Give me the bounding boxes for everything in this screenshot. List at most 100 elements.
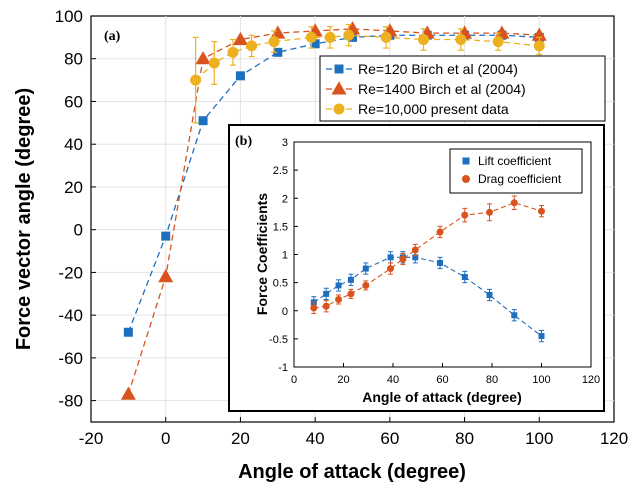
panel-b-data-point <box>310 304 318 312</box>
panel-b-data-point <box>437 259 444 266</box>
panel-a-data-point <box>273 47 283 57</box>
panel-b-x-tick-label: 120 <box>582 374 600 386</box>
panel-a-data-point <box>324 31 336 43</box>
panel-a-y-tick-label: -60 <box>58 349 83 368</box>
panel-b-x-tick-label: 0 <box>291 374 297 386</box>
panel-b-data-point <box>511 312 518 319</box>
panel-a-data-point <box>158 269 174 283</box>
panel-a-x-tick-label: 20 <box>231 429 250 448</box>
panel-a-data-point <box>120 386 136 400</box>
panel-a-y-tick-label: 80 <box>64 50 83 69</box>
panel-b-y-tick-label: -0.5 <box>269 334 288 346</box>
panel-a-y-tick-label: 40 <box>64 135 83 154</box>
panel-a-data-point <box>198 116 208 126</box>
panel-b-data-point <box>322 302 330 310</box>
panel-b-data-point <box>538 333 545 340</box>
panel-b: 0 20 40 60 80 100 120 -1 -0.5 0 0.5 1 1.5 2 2.5 3 (b) A… <box>228 124 605 412</box>
panel-b-data-point <box>347 276 354 283</box>
panel-a-data-point <box>343 29 355 41</box>
panel-b-data-point <box>510 199 518 207</box>
panel-b-x-tick-label: 80 <box>486 374 498 386</box>
panel-b-data-point <box>436 228 444 236</box>
panel-a-x-tick-label: 80 <box>455 429 474 448</box>
panel-a-data-point <box>305 31 317 43</box>
panel-a-y-tick-label: 100 <box>55 7 83 26</box>
panel-a-series <box>120 21 547 400</box>
panel-a-data-point <box>531 27 547 41</box>
panel-a-data-point <box>455 34 467 46</box>
panel-a-x-tick-label: 60 <box>380 429 399 448</box>
panel-b-legend-marker <box>462 157 470 165</box>
panel-a-y-tick-label: 20 <box>64 178 83 197</box>
panel-b-legend-label: Drag coefficient <box>478 172 562 186</box>
panel-b-legend: Lift coefficient Drag coefficient <box>449 148 583 194</box>
panel-a-series-line <box>127 28 540 395</box>
panel-b-x-tick-label: 100 <box>532 374 550 386</box>
panel-a-data-point <box>161 231 171 241</box>
panel-b-y-tick-label: 2.5 <box>273 165 288 177</box>
panel-b-data-point <box>347 290 355 298</box>
panel-a-legend-marker <box>334 64 344 74</box>
panel-a-y-tick-label: -40 <box>58 306 83 325</box>
panel-a-data-point <box>246 40 258 52</box>
panel-b-y-tick-label: 0 <box>282 306 288 318</box>
panel-a-data-point <box>492 36 504 48</box>
panel-a-x-tick-label: 0 <box>161 429 170 448</box>
panel-a-legend-label: Re=10,000 present data <box>358 101 509 117</box>
panel-b-data-point <box>486 208 494 216</box>
panel-b-data-point <box>335 282 342 289</box>
panel-a-y-tick-label: -80 <box>58 392 83 411</box>
panel-a-data-point <box>208 57 220 69</box>
panel-b-data-point <box>387 254 394 261</box>
panel-b-y-tick-label: 3 <box>282 137 288 149</box>
panel-a-y-tick-label: -20 <box>58 263 83 282</box>
panel-b-y-tick-label: -1 <box>278 362 288 374</box>
panel-b-y-tick-label: 0.5 <box>273 278 288 290</box>
panel-a-legend: Re=120 Birch et al (2004) Re=1400 Birch e… <box>319 55 606 122</box>
panel-a-data-point <box>310 39 320 49</box>
panel-b-data-point <box>412 254 419 261</box>
panel-b-x-tick-label: 40 <box>387 374 399 386</box>
panel-a-data-point <box>417 34 429 46</box>
panel-a-data-point <box>227 46 239 58</box>
panel-a-legend-label: Re=120 Birch et al (2004) <box>358 61 518 77</box>
panel-b-data-point <box>538 207 545 215</box>
panel-a-x-tick-label: 100 <box>525 429 553 448</box>
panel-a-legend-marker <box>331 81 347 95</box>
panel-b-data-point <box>387 265 395 273</box>
panel-a-data-point <box>235 71 245 81</box>
panel-b-legend-label: Lift coefficient <box>478 154 552 168</box>
panel-b-ticks: 0 20 40 60 80 100 120 -1 -0.5 0 0.5 1 1.5 2 2.5 3 <box>269 137 600 386</box>
panel-b-label: (b) <box>235 134 252 149</box>
panel-b-x-tick-label: 60 <box>436 374 448 386</box>
panel-b-data-point <box>399 255 407 263</box>
panel-b-y-tick-label: 2 <box>282 193 288 205</box>
panel-a-x-axis-label: Angle of attack (degree) <box>238 461 466 483</box>
panel-a-legend-marker <box>333 103 345 115</box>
panel-a-data-point <box>380 31 392 43</box>
panel-b-legend-box <box>449 148 583 194</box>
panel-b-x-axis-label: Angle of attack (degree) <box>362 389 521 405</box>
panel-a-data-point <box>533 40 545 52</box>
panel-a-legend-label: Re=1400 Birch et al (2004) <box>358 81 526 97</box>
panel-b-data-point <box>461 211 469 219</box>
panel-b-legend-marker <box>462 175 470 183</box>
panel-a-y-tick-label: 0 <box>74 221 83 240</box>
panel-b-data-point <box>323 290 330 297</box>
panel-b-y-axis-label: Force Coefficients <box>254 193 270 315</box>
panel-a-y-tick-label: 60 <box>64 92 83 111</box>
panel-b-data-point <box>362 281 370 289</box>
panel-a-legend-box <box>319 55 606 122</box>
panel-a-x-tick-label: 120 <box>600 429 628 448</box>
panel-b-data-point <box>362 265 369 272</box>
panel-b-y-tick-label: 1 <box>282 250 288 262</box>
panel-a-data-point <box>123 327 133 337</box>
panel-a-data-point <box>195 51 211 65</box>
panel-a-data-point <box>190 74 202 86</box>
panel-b-y-tick-label: 1.5 <box>273 221 288 233</box>
panel-a-data-point <box>268 36 280 48</box>
panel-b-data-point <box>486 292 493 298</box>
panel-b-data-point <box>461 274 468 280</box>
panel-a-ticks: -20 0 20 40 60 80 100 120-80-60-40-200204060801… <box>55 7 629 448</box>
